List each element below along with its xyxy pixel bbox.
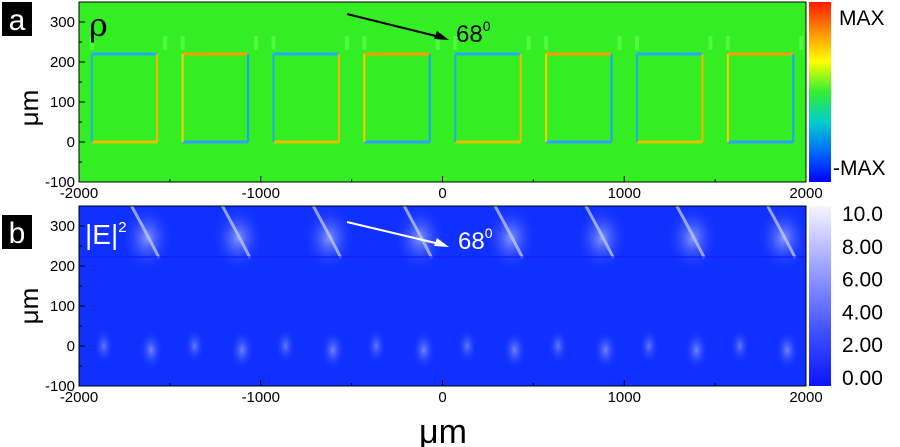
- panel-a-colorbar: [809, 2, 831, 182]
- panel-b-angle: 680: [458, 225, 493, 255]
- y-tick-label: 300: [50, 14, 75, 31]
- panel-b-arrowhead: [434, 238, 449, 247]
- field-glow: [275, 206, 355, 370]
- panel-b-xlabel: μm: [419, 413, 467, 447]
- ring-outline: [634, 36, 713, 144]
- ring-outline: [453, 36, 531, 144]
- colorbar-tick-label: 10.0: [842, 203, 883, 226]
- panel-b-arrow: [346, 221, 445, 246]
- colorbar-tick-label: 0.00: [842, 367, 883, 390]
- field-glow: [457, 206, 537, 370]
- ring-outline: [271, 36, 349, 144]
- field-glow: [93, 206, 174, 370]
- panel-b-quantity: |E|2: [85, 219, 127, 250]
- field-glow: [729, 206, 806, 370]
- x-tick-label: -2000: [60, 389, 98, 406]
- colorbar-tick-label: 2.00: [842, 334, 883, 357]
- panel-b-field-pattern: [79, 206, 806, 370]
- y-tick-label: 200: [50, 54, 75, 71]
- y-tick-label: -100: [45, 174, 75, 191]
- panel-a-field-pattern: [89, 36, 804, 144]
- ring-outline: [362, 36, 440, 144]
- panel-b-colorbar: [809, 206, 831, 386]
- panel-a-ylabel: μm: [14, 90, 44, 127]
- x-tick-label: 2000: [789, 185, 822, 202]
- colorbar-tick-label: 8.00: [842, 236, 883, 259]
- panel-a-plot-area: [79, 2, 806, 182]
- field-edge: [79, 256, 806, 258]
- y-tick-label: 0: [67, 134, 75, 151]
- panel-a-quantity: ρ: [89, 6, 108, 44]
- ring-outline: [725, 36, 804, 144]
- x-tick-label: -2000: [60, 185, 98, 202]
- x-tick-label: -1000: [242, 185, 280, 202]
- panel-a-label: a: [9, 4, 26, 37]
- y-tick-label: -100: [45, 378, 75, 395]
- field-glow: [366, 206, 446, 370]
- panel-a-angle: 680: [456, 18, 491, 48]
- panel-b-ylabel: μm: [14, 288, 44, 325]
- field-glow: [638, 206, 719, 370]
- x-tick-label: 1000: [608, 389, 641, 406]
- ring-outline: [544, 36, 622, 144]
- x-tick-label: 0: [438, 185, 446, 202]
- colorbar-tick-label: 6.00: [842, 269, 883, 292]
- ring-outline: [180, 36, 259, 144]
- panel-a-colorbar-min: -MAX: [833, 157, 886, 180]
- panel-a-arrowhead: [434, 31, 449, 40]
- y-tick-label: 200: [50, 258, 75, 275]
- x-tick-label: 0: [438, 389, 446, 406]
- y-tick-label: 300: [50, 218, 75, 235]
- field-glow: [184, 206, 265, 370]
- panel-a-arrow: [346, 13, 445, 39]
- ring-outline: [89, 36, 168, 144]
- x-tick-label: -1000: [242, 389, 280, 406]
- x-tick-label: 2000: [789, 389, 822, 406]
- panel-b-label-box: [2, 215, 32, 249]
- panel-a-label-box: [2, 2, 32, 36]
- panel-b-colorbar-ticks: 10.0 8.00 6.00 4.00 2.00 0.00: [842, 203, 883, 390]
- panel-b-label: b: [9, 217, 26, 250]
- y-tick-label: 100: [50, 94, 75, 111]
- y-tick-label: 100: [50, 298, 75, 315]
- panel-a-colorbar-max: MAX: [839, 7, 885, 30]
- colorbar-tick-label: 4.00: [842, 301, 883, 324]
- field-glow: [548, 206, 628, 370]
- x-tick-label: 1000: [608, 185, 641, 202]
- y-tick-label: 0: [67, 338, 75, 355]
